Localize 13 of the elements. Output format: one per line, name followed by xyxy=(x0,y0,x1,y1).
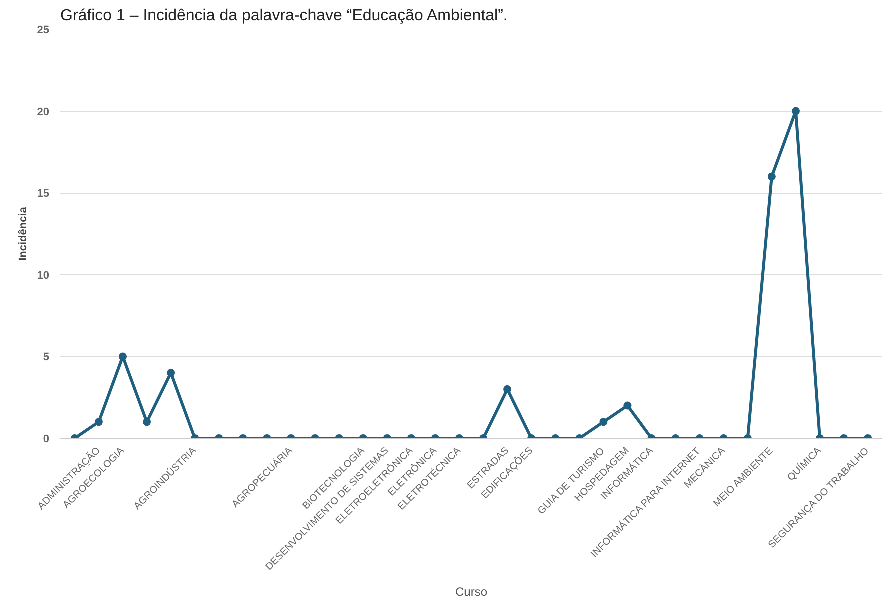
y-tick-label: 10 xyxy=(37,270,50,282)
x-axis-title: Curso xyxy=(455,584,488,599)
y-tick-label: 25 xyxy=(37,24,50,36)
y-tick-label: 0 xyxy=(43,434,50,446)
point xyxy=(504,385,512,394)
point xyxy=(118,352,127,361)
y-tick-label: 20 xyxy=(37,106,50,118)
y-tick-label: 15 xyxy=(37,188,50,200)
point xyxy=(792,107,800,116)
y-axis-title: Incidência xyxy=(17,206,30,261)
chart-title: Gráfico 1 – Incidência da palavra-chave “Educação Ambiental”. xyxy=(60,8,508,24)
y-tick-label: 5 xyxy=(43,352,50,364)
point xyxy=(768,172,776,181)
